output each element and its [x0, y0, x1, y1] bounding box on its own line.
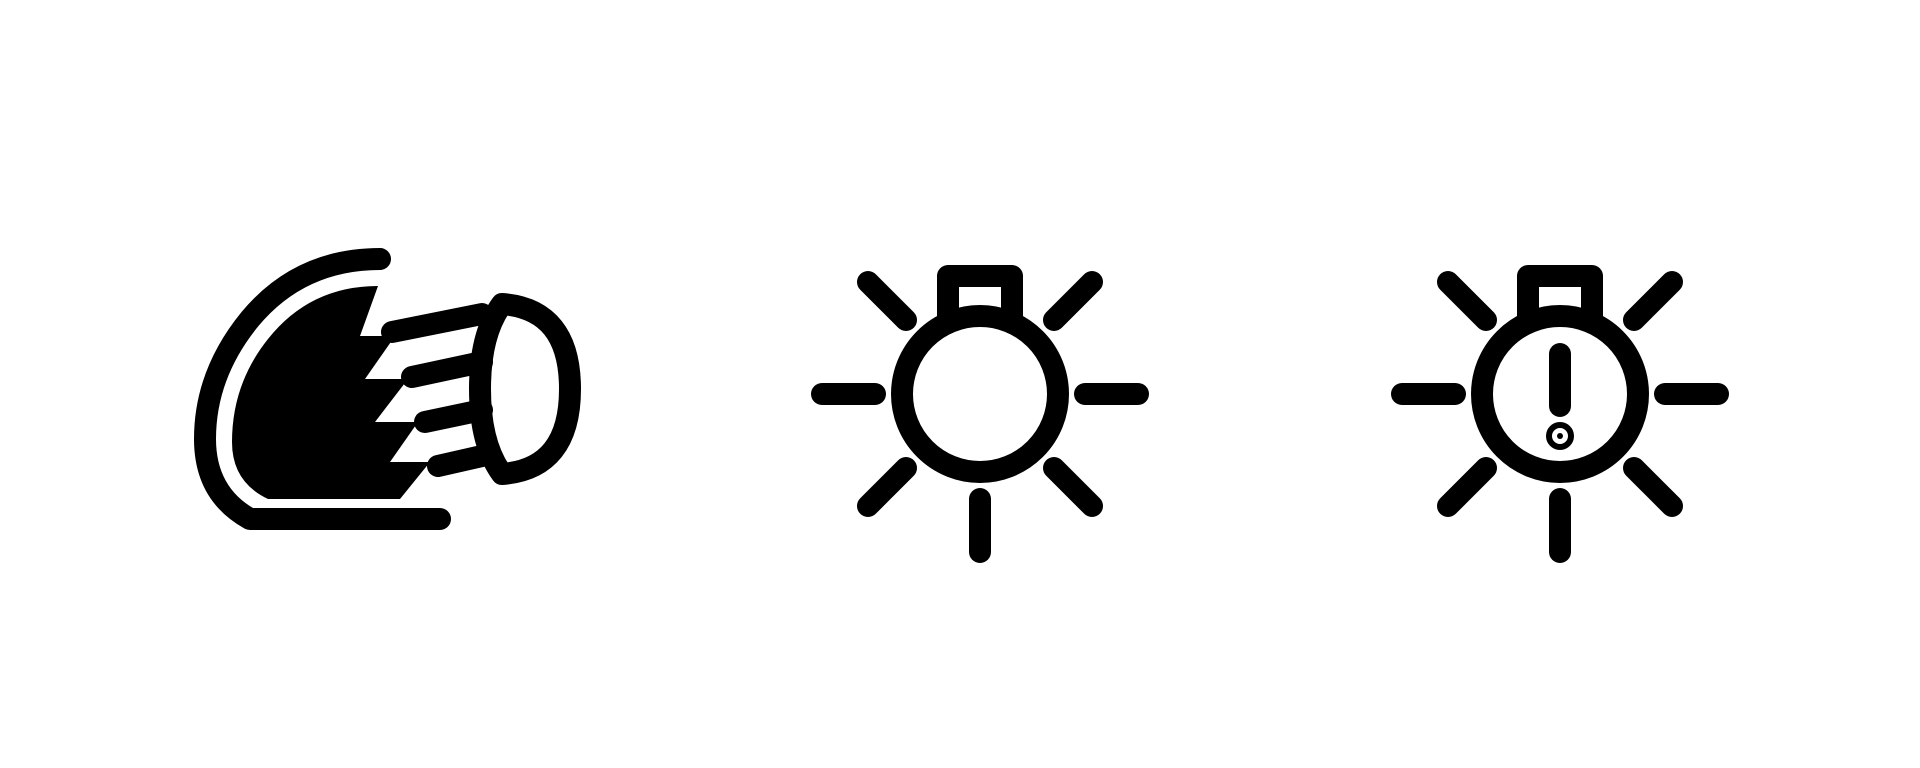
exterior-light-warning-icon — [1360, 184, 1760, 584]
exterior-light-icon — [780, 184, 1180, 584]
headlight-low-beam-icon — [160, 184, 600, 584]
